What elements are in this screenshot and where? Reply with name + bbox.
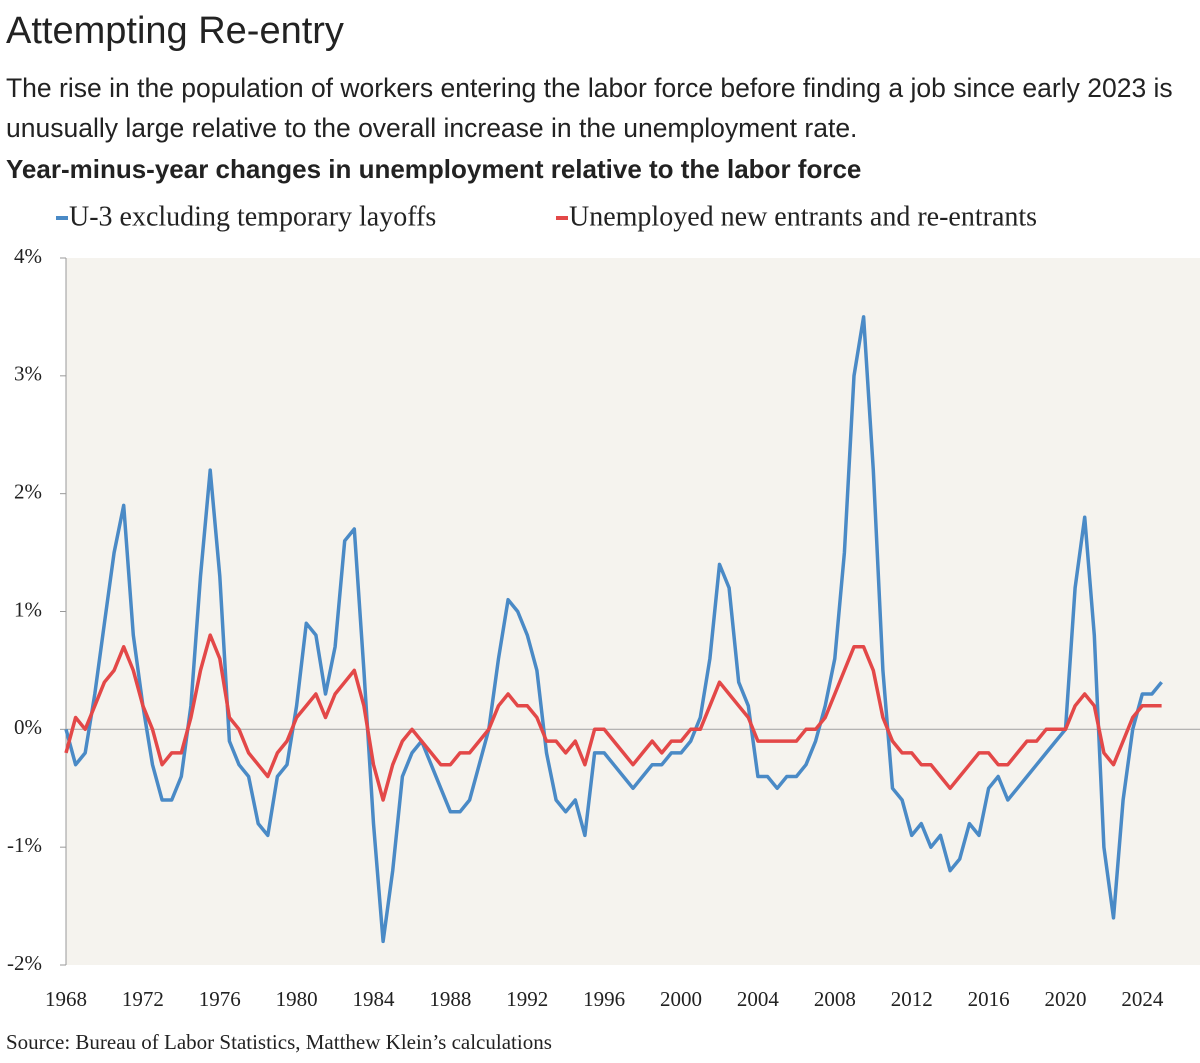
series-line [64, 315, 1163, 944]
legend-label: Unemployed new entrants and re-entrants [569, 201, 1037, 232]
x-tick-label: 1968 [45, 987, 87, 1011]
y-tick-label: 1% [14, 597, 42, 621]
x-tick-label: 1976 [199, 987, 241, 1011]
x-tick-label: 1992 [506, 987, 548, 1011]
y-tick-label: 0% [14, 715, 42, 739]
x-tick-label: 1996 [583, 987, 625, 1011]
x-tick-label: 2024 [1121, 987, 1164, 1011]
plot-area [66, 258, 1200, 965]
chart-subtitle: The rise in the population of workers en… [6, 73, 1173, 143]
x-tick-label: 2020 [1044, 987, 1086, 1011]
y-tick-label: -1% [7, 833, 42, 857]
x-tick-label: 1984 [353, 987, 396, 1011]
y-tick-label: 2% [14, 479, 42, 503]
x-tick-label: 1972 [122, 987, 164, 1011]
x-tick-label: 1980 [276, 987, 318, 1011]
legend-label: U-3 excluding temporary layoffs [69, 201, 436, 232]
y-tick-label: 3% [14, 362, 42, 386]
source: Source: Bureau of Labor Statistics, Matt… [6, 1030, 552, 1054]
x-tick-label: 2004 [737, 987, 780, 1011]
chart-heading: Year-minus-year changes in unemployment … [6, 154, 862, 184]
x-tick-label: 2000 [660, 987, 702, 1011]
y-tick-label: 4% [14, 244, 42, 268]
y-tick-label: -2% [7, 951, 42, 975]
x-tick-label: 2016 [968, 987, 1010, 1011]
chart-title: Attempting Re-entry [6, 10, 344, 52]
series-line [64, 633, 1162, 802]
x-tick-label: 1988 [429, 987, 471, 1011]
x-tick-label: 2008 [814, 987, 856, 1011]
x-tick-label: 2012 [891, 987, 933, 1011]
